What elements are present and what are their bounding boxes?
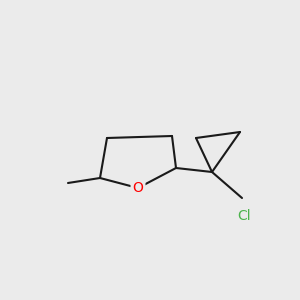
Text: Cl: Cl [237, 209, 251, 223]
Text: O: O [133, 181, 143, 195]
